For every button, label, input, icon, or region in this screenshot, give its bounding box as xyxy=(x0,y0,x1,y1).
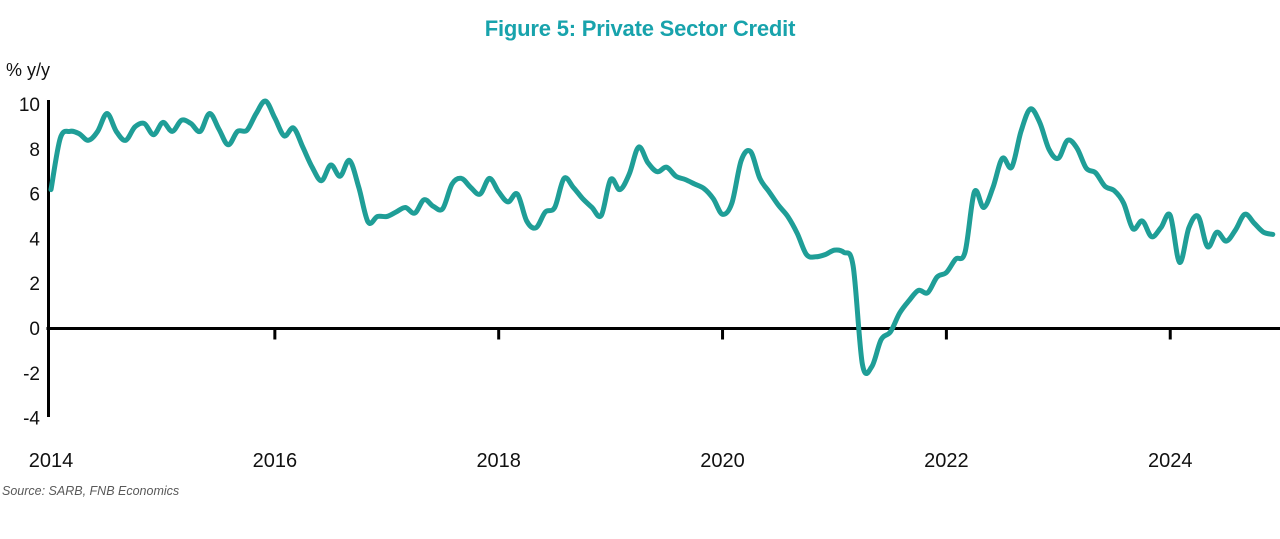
y-tick-label: -2 xyxy=(23,364,40,385)
x-tick-label: 2018 xyxy=(476,450,521,472)
source-note: Source: SARB, FNB Economics xyxy=(2,484,180,498)
y-tick-label: 10 xyxy=(19,95,40,116)
y-axis-unit-label: % y/y xyxy=(6,60,51,80)
chart-title: Figure 5: Private Sector Credit xyxy=(484,16,796,41)
y-tick-label: 4 xyxy=(29,229,40,250)
x-tick-label: 2020 xyxy=(700,450,745,472)
x-tick-label: 2014 xyxy=(29,450,74,472)
private-sector-credit-line xyxy=(48,98,1276,376)
x-tick-label: 2022 xyxy=(924,450,969,472)
y-tick-label: 6 xyxy=(29,185,40,206)
x-tick-label: 2016 xyxy=(253,450,298,472)
y-tick-label: -4 xyxy=(23,409,40,430)
y-tick-label: 8 xyxy=(29,140,40,161)
y-tick-label: 2 xyxy=(29,274,40,295)
y-tick-label: 0 xyxy=(29,319,40,340)
x-tick-label: 2024 xyxy=(1148,450,1193,472)
